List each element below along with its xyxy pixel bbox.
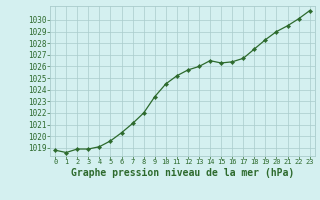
- X-axis label: Graphe pression niveau de la mer (hPa): Graphe pression niveau de la mer (hPa): [71, 168, 294, 178]
